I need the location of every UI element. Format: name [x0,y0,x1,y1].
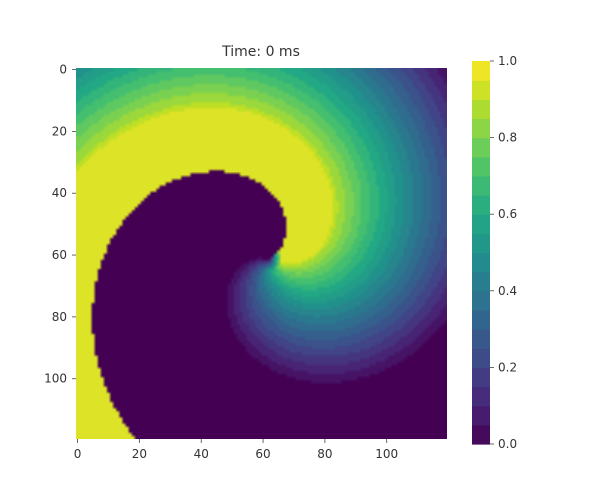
x-tick-label: 100 [375,447,398,461]
x-tick-label: 80 [317,447,332,461]
colorbar-segment [472,271,490,292]
colorbar-segment [472,348,490,368]
colorbar-segment [472,195,490,215]
colorbar-segment [472,386,490,407]
heatmap [76,68,447,439]
colorbar-segment [472,61,490,81]
x-tick-label: 20 [132,447,147,461]
colorbar [472,61,490,445]
x-axis-ticks: 0 20 40 60 80 100 [74,439,398,461]
y-tick-label: 40 [52,186,67,200]
y-tick-label: 0 [59,63,67,77]
y-tick-label: 20 [52,124,67,138]
colorbar-segment [472,367,490,388]
chart-title: Time: 0 ms [221,44,300,60]
x-tick-label: 40 [194,447,209,461]
colorbar-segment [472,233,490,254]
colorbar-segment [472,252,490,273]
y-tick-label: 60 [52,248,67,262]
heatmap-canvas [76,68,447,439]
colorbar-tick-label: 1.0 [498,54,517,68]
colorbar-segment [472,99,490,120]
colorbar-segment [472,137,490,158]
colorbar-tick-label: 0.6 [498,207,517,221]
colorbar-segment [472,405,490,426]
colorbar-segment [472,80,490,100]
y-axis-ticks: 0 20 40 60 80 100 [44,63,76,386]
y-tick-label: 80 [52,310,67,324]
y-tick-label: 100 [44,372,67,386]
colorbar-tick-label: 0.0 [498,437,517,451]
colorbar-segment [472,424,490,445]
colorbar-segment [472,175,490,196]
colorbar-segment [472,309,490,330]
colorbar-segment [472,329,490,349]
colorbar-segment [472,118,490,139]
colorbar-tick-label: 0.8 [498,131,517,145]
colorbar-tick-label: 0.2 [498,360,517,374]
colorbar-segment [472,290,490,311]
x-tick-label: 0 [74,447,82,461]
colorbar-tick-label: 0.4 [498,284,517,298]
colorbar-ticks: 0.0 0.2 0.4 0.6 0.8 1.0 [490,54,517,451]
x-tick-label: 60 [255,447,270,461]
colorbar-segment [472,214,490,234]
colorbar-segment [472,156,490,177]
